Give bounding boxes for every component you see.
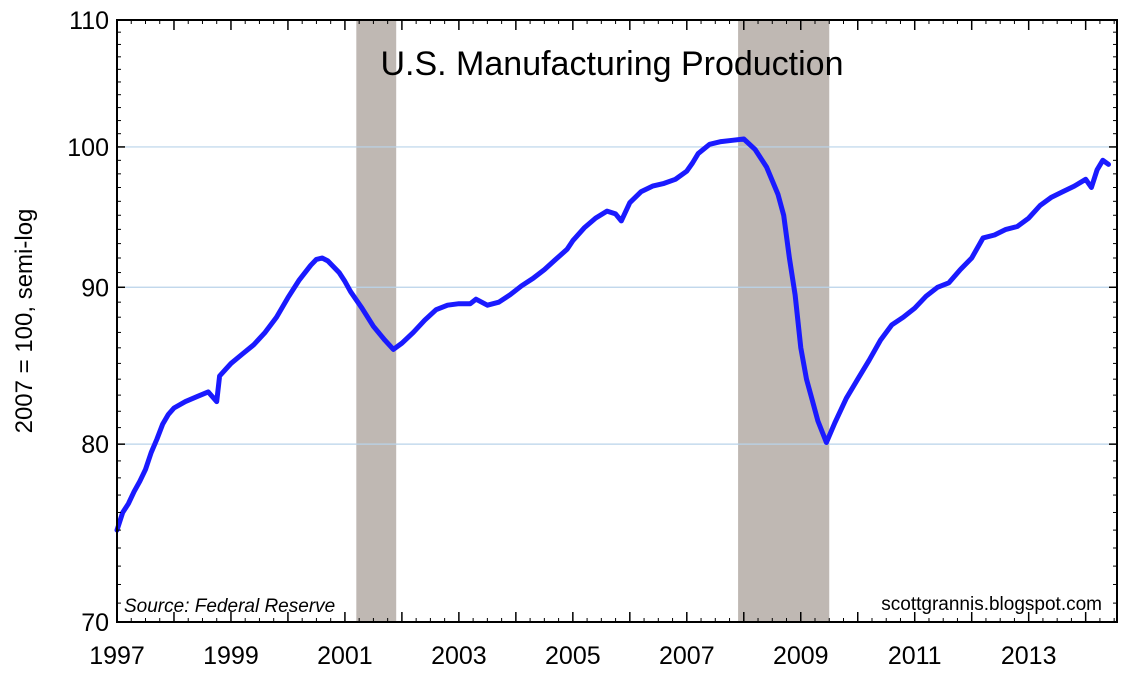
x-tick-label-2011: 2011 [888,642,942,670]
recession-band-2 [738,20,830,622]
x-tick-label-2003: 2003 [431,642,487,670]
watermark: scottgrannis.blogspot.com [881,594,1102,615]
x-tick-label-2005: 2005 [545,642,601,670]
x-tick-label-2001: 2001 [317,642,373,670]
recession-bands [356,20,830,622]
axis-labels: 70 80 90 100 110 1997 1999 2001 2003 2005 2007 2009… [67,7,1056,670]
gridlines [117,146,1117,445]
y-tick-label-110: 110 [69,7,109,35]
source-note: Source: Federal Reserve [124,596,335,617]
x-tick-label-2009: 2009 [773,642,829,670]
x-tick-label-2007: 2007 [659,642,715,670]
plot-frame [116,19,1118,623]
y-tick-label-70: 70 [81,609,109,637]
y-tick-label-90: 90 [81,274,109,302]
chart-title: U.S. Manufacturing Production [380,45,843,83]
series-line-1 [114,136,1111,533]
y-tick-label-80: 80 [81,431,109,459]
x-tick-label-1997: 1997 [89,642,145,670]
y-axis-label: 2007 = 100, semi-log [11,209,38,434]
recession-band-1 [356,20,397,622]
axis-ticks [116,19,1117,623]
x-tick-label-2013: 2013 [1001,642,1057,670]
y-tick-label-100: 100 [67,134,109,162]
series-layer [114,136,1111,533]
x-tick-label-1999: 1999 [203,642,259,670]
